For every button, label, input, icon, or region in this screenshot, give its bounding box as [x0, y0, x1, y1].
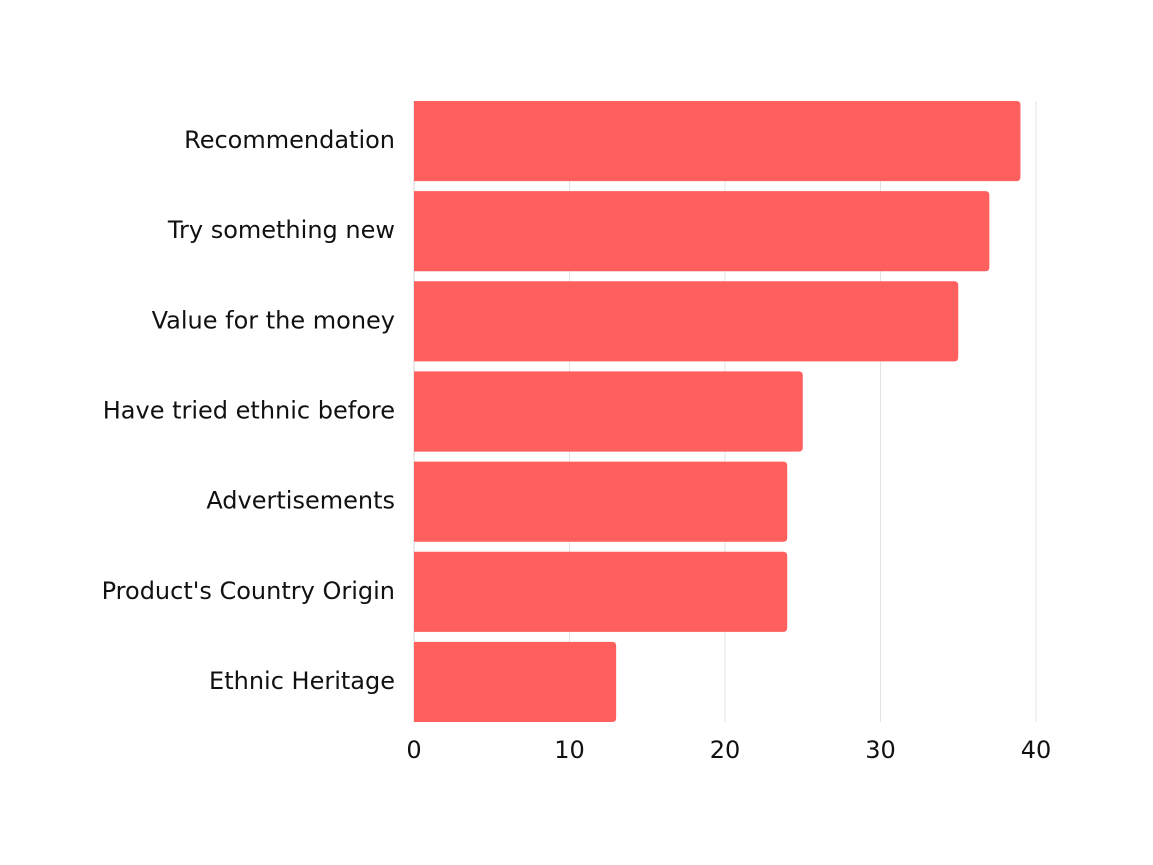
category-label-6: Ethnic Heritage — [209, 667, 395, 695]
bar-3 — [414, 371, 803, 452]
bar-1 — [414, 191, 990, 272]
category-label-2: Value for the money — [152, 306, 395, 334]
category-label-0: Recommendation — [184, 126, 395, 154]
bar-6 — [414, 641, 617, 722]
category-label-3: Have tried ethnic before — [103, 397, 395, 425]
bar-5 — [414, 551, 788, 632]
x-tick-labels: 0 10 20 30 40 — [406, 736, 1051, 764]
x-tick-label-20: 20 — [710, 736, 741, 764]
category-labels: Recommendation Try something new Value for… — [102, 126, 395, 695]
x-tick-label-40: 40 — [1021, 736, 1052, 764]
x-tick-label-30: 30 — [865, 736, 896, 764]
category-label-4: Advertisements — [206, 487, 395, 515]
x-tick-label-10: 10 — [554, 736, 585, 764]
bar-4 — [414, 461, 788, 542]
category-label-1: Try something new — [167, 216, 395, 244]
bars — [414, 101, 1021, 722]
bar-0 — [414, 101, 1021, 182]
category-label-5: Product's Country Origin — [102, 577, 395, 605]
bar-2 — [414, 281, 959, 362]
x-tick-label-0: 0 — [406, 736, 421, 764]
